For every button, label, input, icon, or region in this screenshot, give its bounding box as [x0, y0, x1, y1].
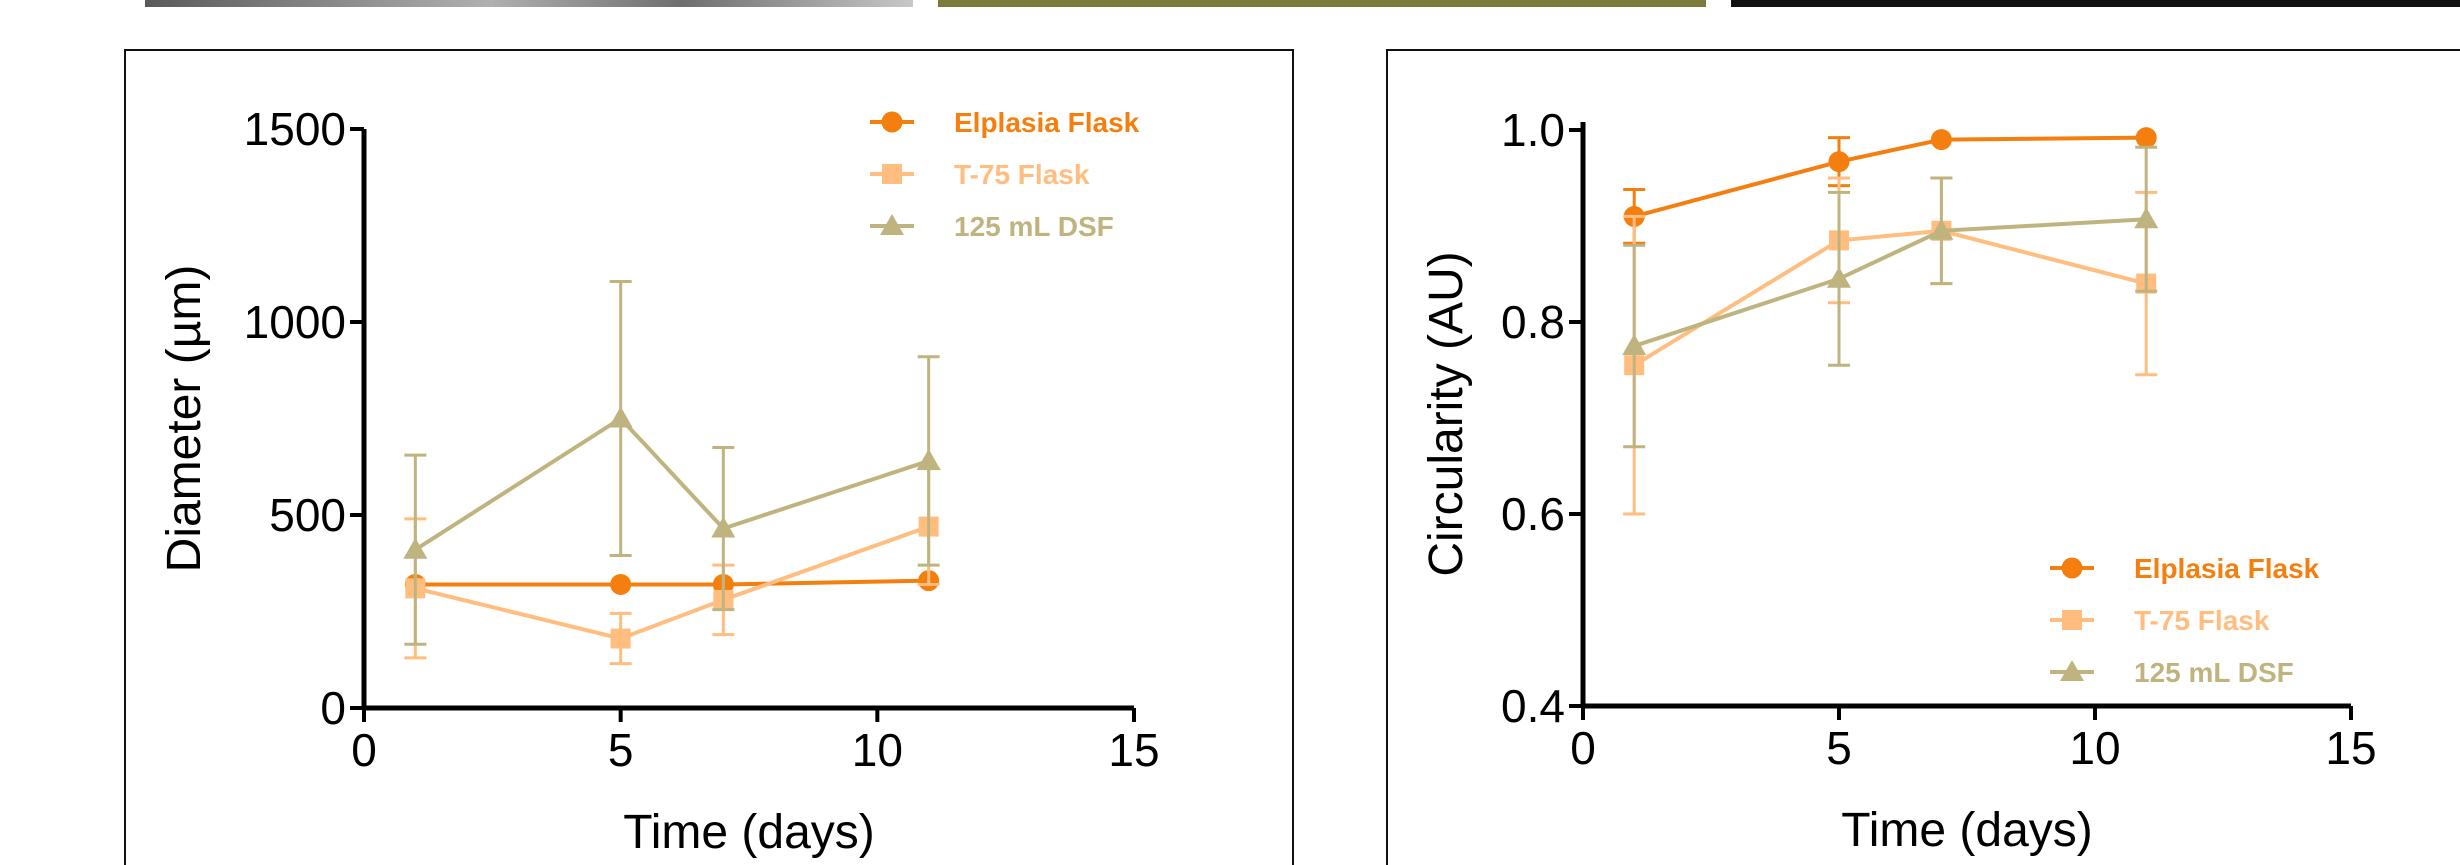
legend-marker — [882, 164, 902, 184]
legend-label: T-75 Flask — [954, 159, 1090, 190]
series-t-75-flask — [1623, 176, 2158, 516]
y-tick-label: 1500 — [244, 103, 346, 155]
series-t-75-flask — [404, 467, 940, 666]
data-point — [610, 573, 632, 595]
legend-label: Elplasia Flask — [2134, 553, 2320, 584]
data-point — [1929, 218, 1954, 240]
y-tick-label: 0.6 — [1501, 488, 1565, 540]
legend-marker — [2062, 610, 2082, 630]
data-point — [1828, 151, 1850, 173]
y-tick-label: 1.0 — [1501, 104, 1565, 156]
series-elplasia-flask — [1623, 127, 2157, 245]
y-tick-label: 0.4 — [1501, 680, 1565, 732]
series-125-ml-dsf — [1622, 145, 2159, 449]
y-tick-label: 500 — [269, 489, 346, 541]
y-axis-label: Diameter (µm) — [158, 265, 211, 573]
chart-circularity: 0 5 10 15 0.4 0.6 0.8 1.0 Time (days) Circularity… — [1420, 104, 2377, 857]
legend-marker — [2061, 557, 2083, 579]
panel-frame-diameter — [124, 49, 1294, 865]
data-point — [1622, 334, 1647, 355]
chart-diameter: 0 5 10 15 0 500 1000 1500 Time (days) Diameter (µ… — [158, 103, 1160, 859]
data-point — [403, 537, 428, 559]
x-axis-label: Time (days) — [623, 806, 875, 859]
data-point — [916, 448, 941, 470]
legend-label: Elplasia Flask — [954, 107, 1140, 138]
series-line — [414, 415, 930, 552]
series-line — [1633, 217, 2147, 348]
legend: Elplasia Flask T-75 Flask 125 mL DSF — [870, 107, 1140, 242]
y-tick-label: 0.8 — [1501, 296, 1565, 348]
x-tick-label: 5 — [608, 724, 634, 776]
data-point — [1827, 266, 1851, 288]
series-125-ml-dsf — [403, 279, 941, 646]
x-tick-label: 10 — [2069, 722, 2120, 774]
data-point — [608, 406, 633, 428]
x-tick-label: 15 — [1108, 724, 1159, 776]
x-tick-label: 0 — [1570, 722, 1596, 774]
data-point — [1930, 129, 1952, 151]
series-line — [1633, 135, 2147, 219]
legend-marker — [881, 111, 903, 133]
legend: Elplasia Flask T-75 Flask 125 mL DSF — [2050, 553, 2320, 688]
y-tick-label: 1000 — [244, 296, 346, 348]
x-tick-label: 5 — [1826, 722, 1852, 774]
data-point — [2135, 127, 2157, 149]
legend-label: 125 mL DSF — [954, 211, 1114, 242]
legend-label: 125 mL DSF — [2134, 657, 2294, 688]
data-point — [711, 516, 736, 538]
data-point — [2134, 207, 2159, 229]
series-elplasia-flask — [404, 570, 940, 595]
image-strip-dark — [1731, 0, 2460, 7]
x-axis-label: Time (days) — [1841, 804, 2093, 857]
series-line — [1633, 228, 2147, 367]
legend-marker — [2060, 660, 2084, 681]
series-line — [415, 578, 929, 587]
image-strip-olive — [938, 0, 1706, 7]
x-tick-label: 10 — [852, 724, 903, 776]
legend-marker — [880, 214, 904, 235]
x-tick-label: 15 — [2325, 722, 2376, 774]
y-axis-label: Circularity (AU) — [1420, 251, 1473, 576]
legend-label: T-75 Flask — [2134, 605, 2270, 636]
y-tick-label: 0 — [320, 682, 346, 734]
image-strip-grayscale — [145, 0, 913, 7]
panel-frame-circularity — [1386, 49, 2460, 865]
data-point — [610, 628, 631, 649]
x-tick-label: 0 — [351, 724, 377, 776]
series-line — [414, 524, 930, 641]
